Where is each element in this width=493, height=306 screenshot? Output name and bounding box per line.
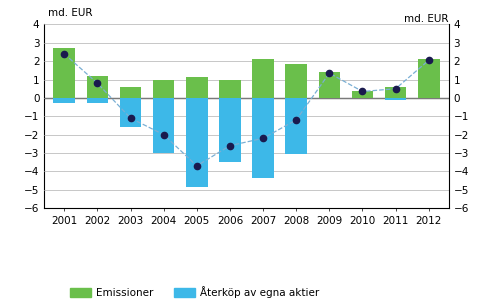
Bar xyxy=(219,98,241,162)
Bar xyxy=(418,59,440,98)
Bar xyxy=(352,91,373,98)
Bar xyxy=(87,76,108,98)
Bar xyxy=(285,98,307,154)
Bar xyxy=(153,98,175,153)
Bar xyxy=(53,48,75,98)
Bar xyxy=(87,98,108,103)
Bar xyxy=(385,98,406,100)
Bar xyxy=(120,98,141,127)
Bar xyxy=(285,64,307,98)
Bar xyxy=(186,77,208,98)
Bar xyxy=(385,87,406,98)
Bar xyxy=(219,80,241,98)
Bar xyxy=(120,87,141,98)
Bar xyxy=(186,98,208,187)
Bar xyxy=(318,72,340,98)
Text: md. EUR: md. EUR xyxy=(404,14,449,24)
Bar xyxy=(53,98,75,103)
Bar xyxy=(252,59,274,98)
Bar xyxy=(153,80,175,98)
Text: md. EUR: md. EUR xyxy=(48,8,92,18)
Bar xyxy=(252,98,274,178)
